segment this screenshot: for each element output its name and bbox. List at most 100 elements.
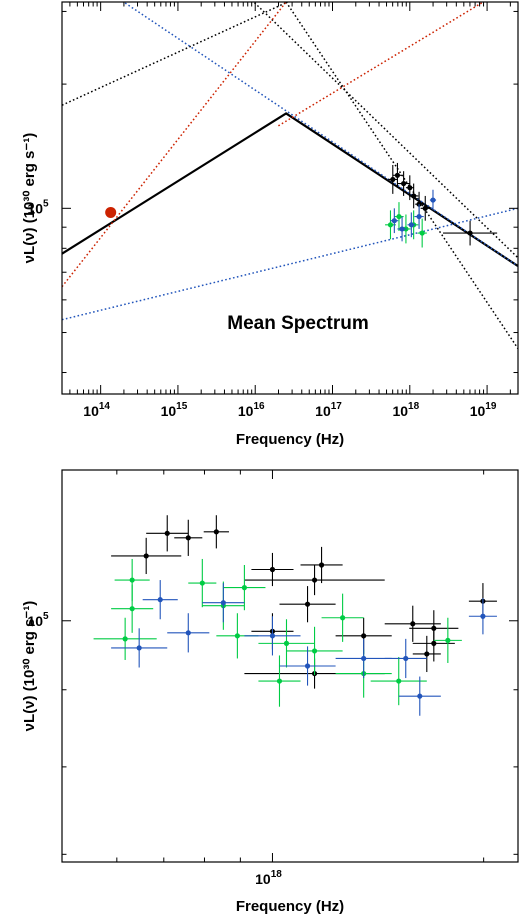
data-point (429, 189, 437, 211)
data-marker (220, 600, 226, 606)
model-line-dotted-5 (278, 2, 484, 127)
data-marker (122, 636, 128, 642)
data-marker (408, 222, 414, 228)
top-plot-area (62, 2, 518, 350)
model-line-solid-0 (62, 112, 518, 268)
data-point (443, 220, 498, 246)
data-point (258, 619, 315, 668)
data-point (398, 676, 441, 716)
data-marker (129, 577, 135, 583)
data-marker (394, 172, 401, 178)
data-marker (407, 185, 413, 191)
data-marker (304, 663, 311, 669)
data-marker (391, 218, 397, 224)
data-marker (157, 597, 163, 603)
bottom-axes: 1018 105 (27, 470, 518, 887)
data-point (397, 171, 410, 196)
data-marker (467, 230, 473, 236)
data-point (420, 195, 430, 221)
data-marker (361, 655, 367, 662)
data-point (111, 584, 154, 633)
data-marker (424, 651, 430, 657)
model-line-dotted-6 (122, 2, 518, 267)
data-marker (430, 197, 436, 203)
data-marker (283, 640, 290, 646)
x-tick-label: 1018 (392, 401, 419, 419)
bottom-plot-area (93, 515, 497, 716)
data-point (286, 626, 343, 676)
x-tick-label: 1017 (315, 401, 342, 419)
y-tick-label: 105 (27, 611, 49, 629)
data-marker (164, 530, 170, 536)
data-marker (396, 678, 402, 684)
x-tick-label: 1015 (161, 401, 188, 419)
top-y-axis-label: νL(ν) (10³⁰ erg s⁻¹) (21, 133, 38, 264)
data-point (384, 605, 441, 642)
data-marker (422, 205, 428, 211)
data-marker (419, 230, 425, 236)
data-marker (304, 601, 311, 607)
model-line-dotted-1 (252, 2, 518, 259)
data-marker (396, 213, 402, 220)
data-point (409, 610, 459, 647)
data-marker (445, 637, 451, 643)
data-marker (361, 633, 367, 639)
bottom-y-axis-label: νL(ν) (10³⁰ erg s⁻¹) (21, 601, 38, 732)
data-marker (276, 678, 283, 684)
top-frame (61, 1, 519, 395)
x-tick-label: 1016 (238, 401, 265, 419)
data-marker (199, 580, 205, 586)
data-point (321, 593, 364, 642)
data-point (244, 564, 385, 596)
data-point (105, 206, 117, 218)
data-point (390, 208, 399, 234)
data-point (174, 519, 203, 556)
data-marker (311, 577, 318, 583)
data-marker (129, 606, 135, 612)
x-tick-label: 1019 (470, 401, 497, 419)
data-point (111, 537, 182, 575)
data-marker (416, 213, 422, 220)
bottom-x-axis-label: Frequency (Hz) (236, 898, 344, 915)
data-point (111, 628, 168, 668)
data-marker (340, 615, 346, 621)
data-point (203, 515, 229, 549)
data-point (409, 183, 419, 209)
data-point (188, 558, 217, 608)
data-point (93, 617, 157, 660)
data-point (142, 580, 178, 620)
data-point (167, 613, 210, 653)
data-point (335, 638, 392, 679)
data-point (251, 552, 294, 587)
top-x-axis-label: Frequency (Hz) (236, 431, 344, 448)
data-point (407, 212, 416, 238)
data-point (433, 617, 462, 663)
data-point (397, 216, 407, 242)
data-point (258, 655, 301, 707)
data-marker (417, 693, 423, 699)
data-point (202, 583, 245, 623)
data-point (300, 546, 343, 584)
data-marker (185, 535, 191, 541)
data-marker (416, 201, 422, 207)
data-point (146, 515, 189, 552)
data-point (468, 598, 497, 635)
bottom-panel: 1018 105 Frequency (Hz) νL(ν) (10³⁰ erg s… (21, 469, 519, 915)
data-marker (213, 529, 219, 535)
data-point (414, 204, 424, 229)
data-marker (390, 176, 396, 183)
data-marker (387, 222, 394, 228)
data-marker (401, 180, 407, 187)
top-axes: 1014 1015 1016 1017 1018 1019 105 (27, 2, 518, 419)
data-marker (269, 566, 276, 573)
data-marker (143, 553, 149, 559)
data-marker (411, 193, 417, 199)
model-line-dotted-7 (62, 207, 518, 321)
data-point (388, 164, 398, 194)
data-point (384, 638, 427, 679)
top-panel: 1014 1015 1016 1017 1018 1019 105 Mean Spectru… (21, 1, 519, 448)
data-marker (318, 562, 325, 568)
x-tick-label: 1014 (83, 401, 110, 419)
data-point (279, 586, 336, 623)
data-marker (399, 226, 405, 232)
